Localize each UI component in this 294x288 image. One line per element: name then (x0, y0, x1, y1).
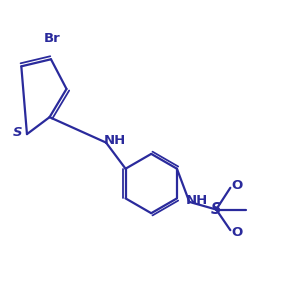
Text: Br: Br (44, 32, 61, 45)
Text: S: S (13, 126, 23, 139)
Text: NH: NH (186, 194, 208, 207)
Text: S: S (211, 202, 221, 217)
Text: O: O (231, 179, 242, 192)
Text: O: O (231, 226, 242, 239)
Text: NH: NH (104, 134, 126, 147)
